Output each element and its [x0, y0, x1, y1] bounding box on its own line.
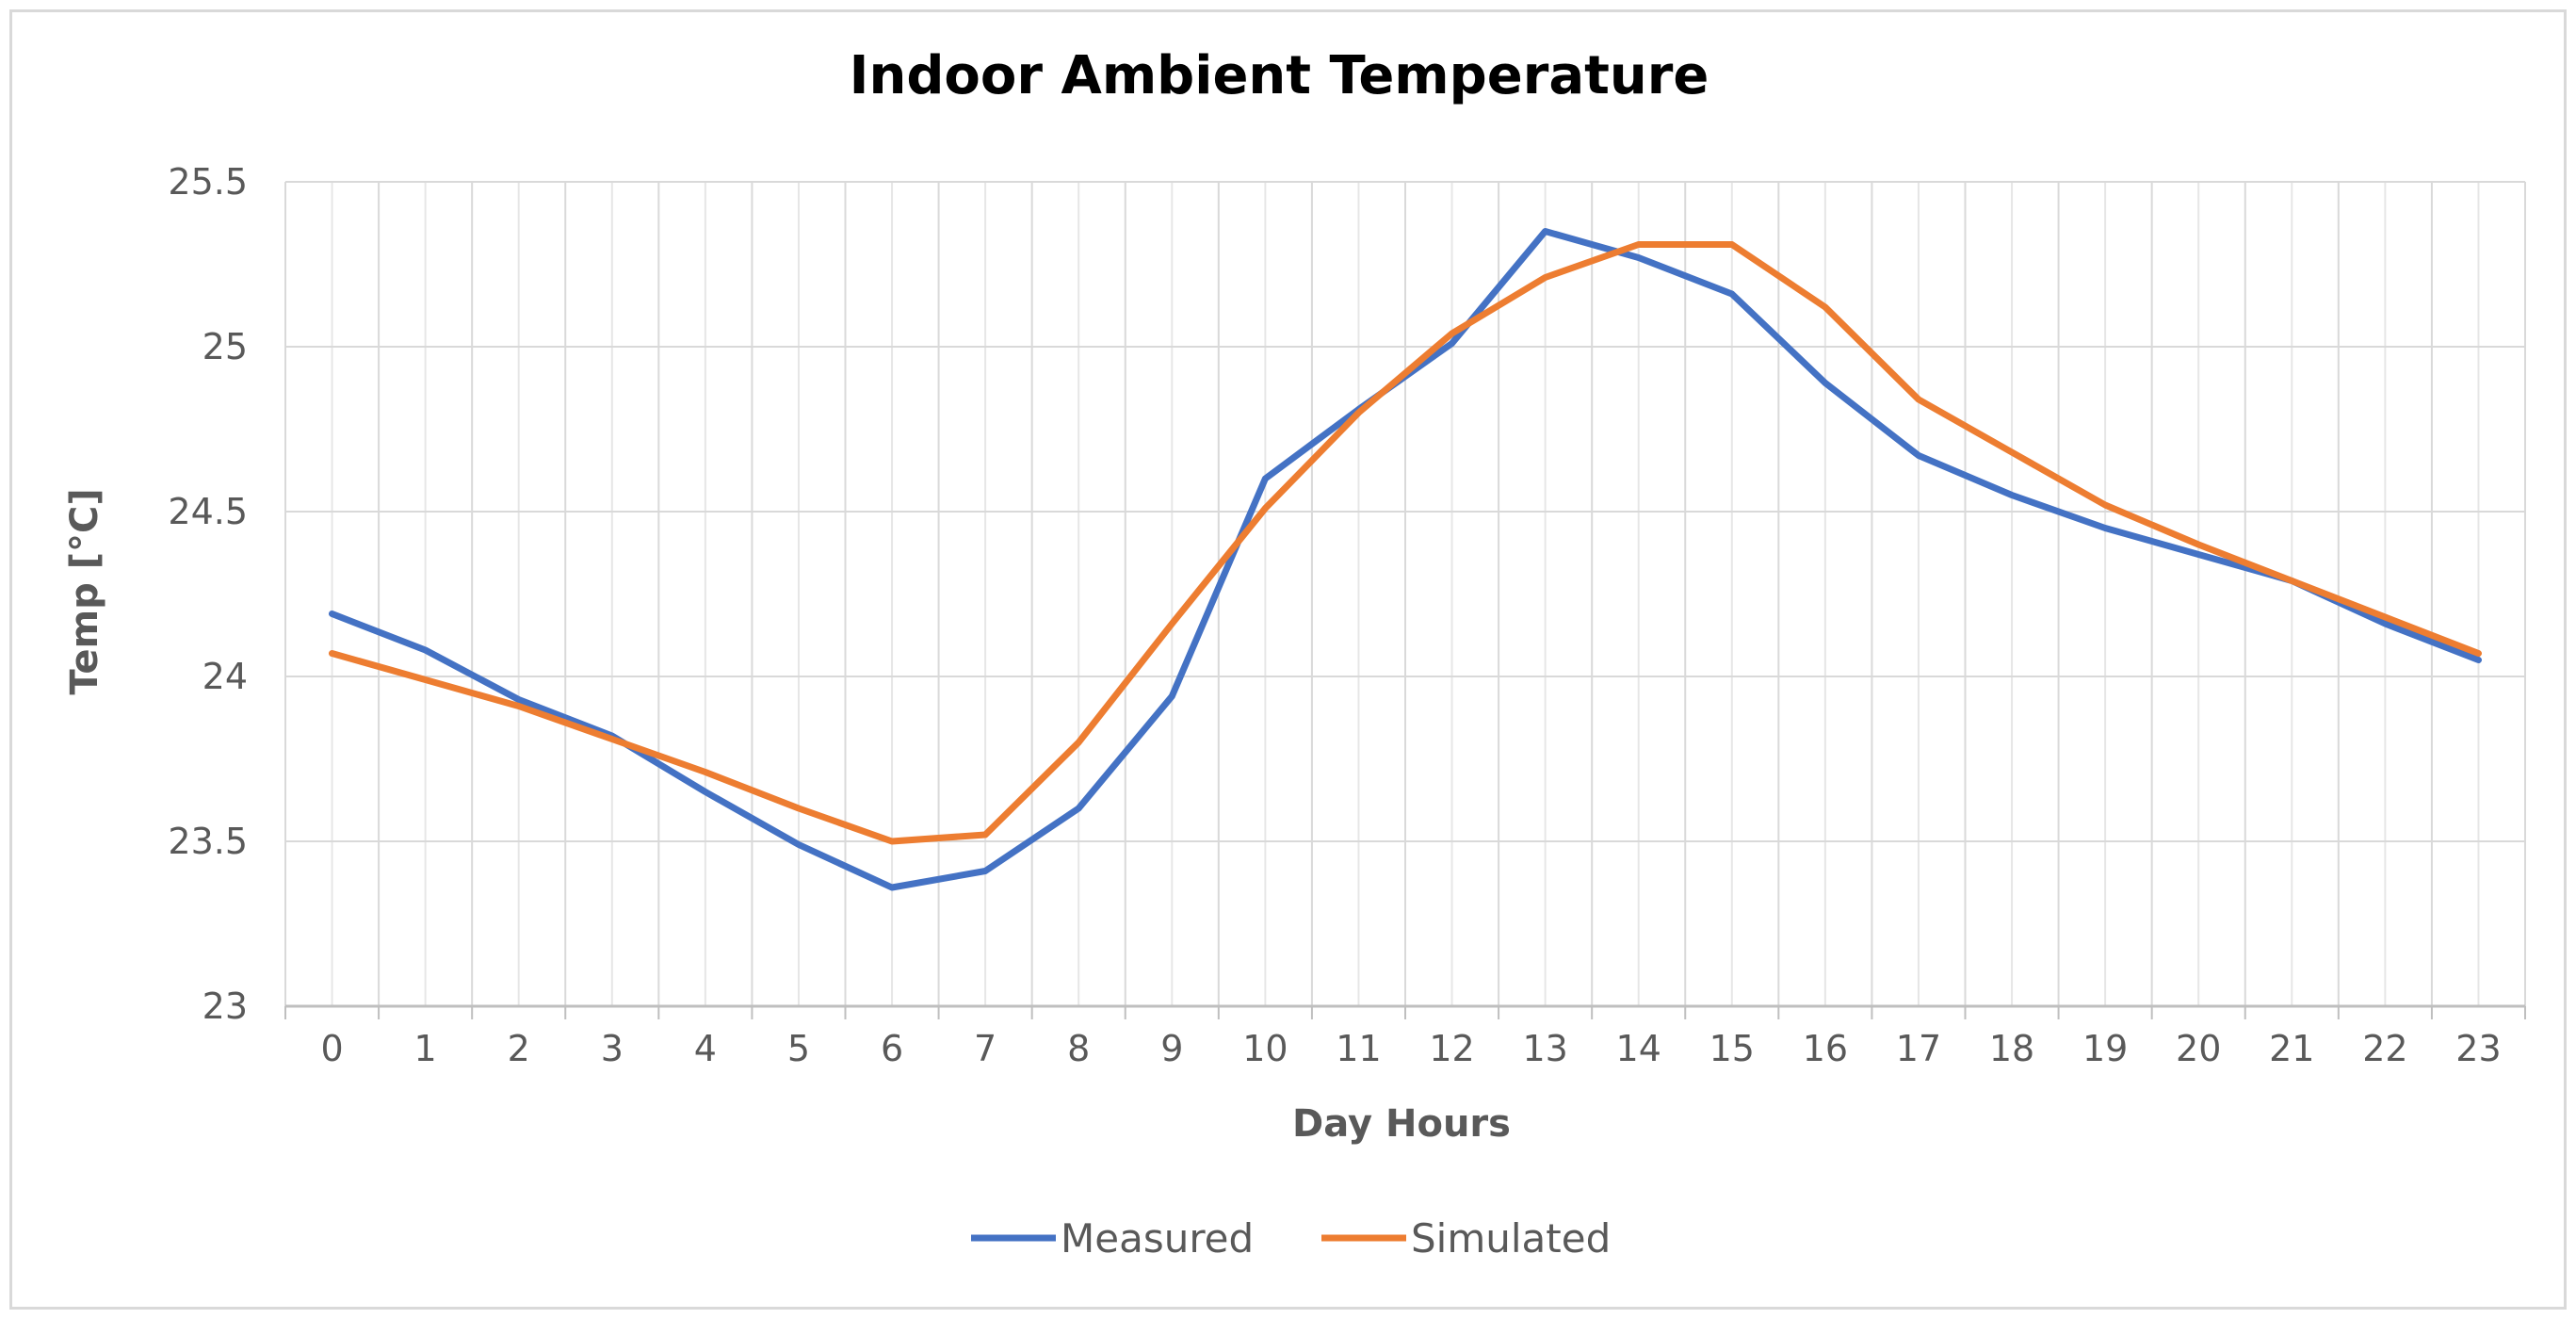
x-tick-label: 2 [508, 1028, 530, 1069]
x-tick-label: 3 [601, 1028, 624, 1069]
x-tick-label: 17 [1896, 1028, 1941, 1069]
legend-label-measured: Measured [1061, 1215, 1254, 1262]
x-tick-label: 19 [2082, 1028, 2128, 1069]
x-tick-label: 7 [974, 1028, 996, 1069]
x-tick-label: 18 [1989, 1028, 2034, 1069]
x-tick-label: 21 [2269, 1028, 2314, 1069]
x-axis-title: Day Hours [1292, 1102, 1511, 1146]
x-tick-label: 6 [881, 1028, 903, 1069]
series-layer [329, 228, 2482, 891]
chart-frame: 23 23.5 24 24.5 25 25.5 0 1 2 3 4 5 6 7 8 9 10 11 12 13 14 15… [9, 9, 2567, 1310]
x-tick-label: 9 [1160, 1028, 1183, 1069]
y-tick-label: 24.5 [168, 491, 248, 532]
x-tick-label: 12 [1429, 1028, 1474, 1069]
x-tick-label: 15 [1709, 1028, 1755, 1069]
y-tick-label: 24 [203, 656, 248, 697]
x-tick-label: 16 [1803, 1028, 1848, 1069]
x-tick-label: 10 [1242, 1028, 1288, 1069]
grid-layer [284, 181, 2526, 1006]
x-tick-label: 13 [1522, 1028, 1567, 1069]
legend-label-simulated: Simulated [1411, 1215, 1611, 1262]
x-tick-label: 0 [320, 1028, 343, 1069]
y-tick-label: 23 [203, 985, 248, 1027]
x-tick-label: 11 [1336, 1028, 1381, 1069]
chart-title: Indoor Ambient Temperature [850, 45, 1709, 106]
x-tick-label: 5 [787, 1028, 810, 1069]
legend: Measured Simulated [971, 1215, 1611, 1262]
x-tick-label: 14 [1616, 1028, 1661, 1069]
series-line-simulated [329, 241, 2482, 845]
x-tick-label: 23 [2455, 1028, 2501, 1069]
x-tick-label: 4 [694, 1028, 717, 1069]
x-tick-label: 22 [2362, 1028, 2407, 1069]
x-tick-label: 8 [1067, 1028, 1090, 1069]
x-tick-label: 20 [2176, 1028, 2221, 1069]
y-tick-label: 25.5 [168, 161, 248, 203]
y-tick-label: 23.5 [168, 821, 248, 862]
y-tick-label: 25 [203, 326, 248, 367]
axis-layer [284, 1004, 2526, 1019]
x-tick-label: 1 [414, 1028, 437, 1069]
y-axis-title: Temp [°C] [63, 488, 106, 694]
